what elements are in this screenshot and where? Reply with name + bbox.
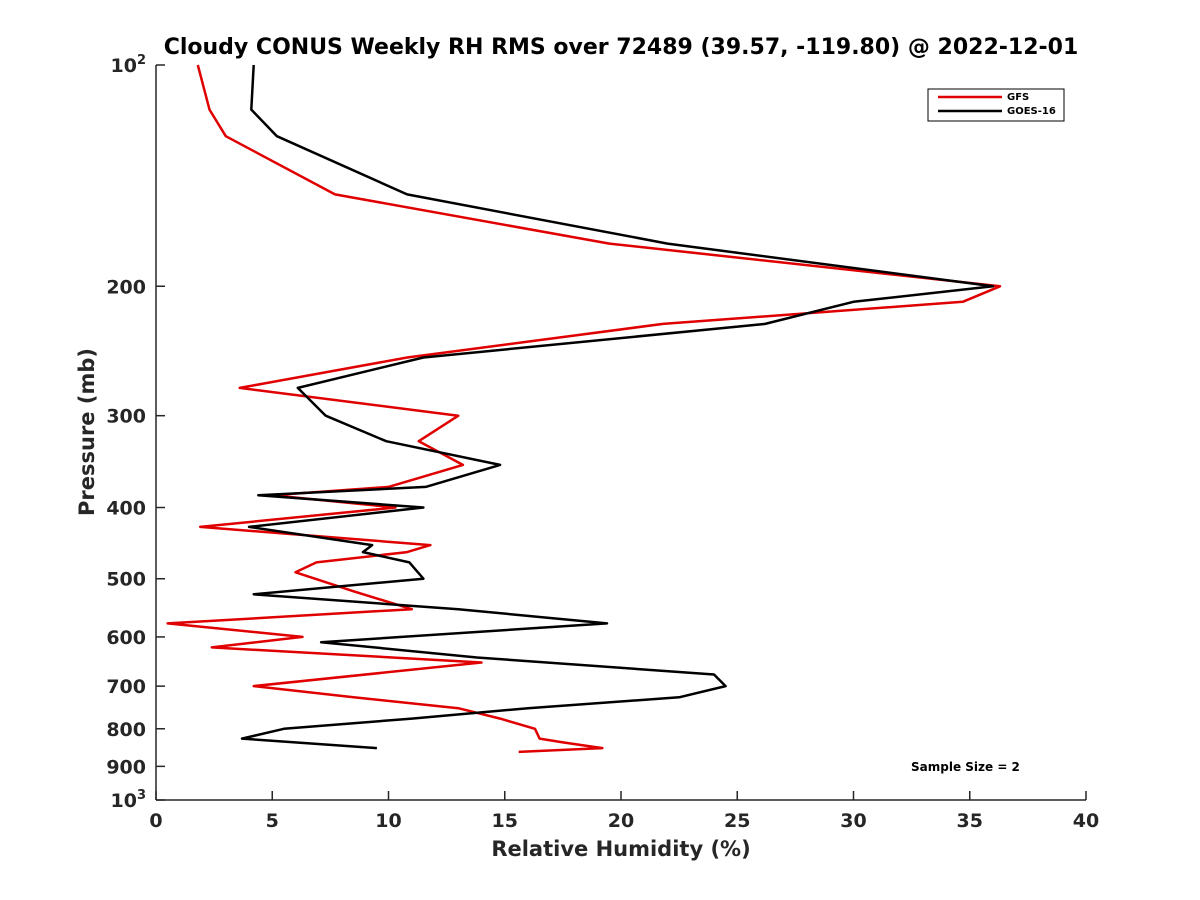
y-tick-label-power: 103 <box>111 788 147 812</box>
series-layer <box>166 64 1002 754</box>
x-tick-label: 20 <box>608 810 634 832</box>
chart-title: Cloudy CONUS Weekly RH RMS over 72489 (3… <box>164 35 1079 60</box>
x-tick-label: 0 <box>149 810 162 832</box>
series-line-gfs <box>166 64 1002 754</box>
y-axis-label: Pressure (mb) <box>75 348 99 516</box>
series-line-goes-16 <box>240 64 995 750</box>
legend-box <box>927 88 1065 122</box>
plot-area: 0 5 10 15 20 25 30 35 40 200 300 400 500 600 700 800 90… <box>106 53 1099 832</box>
y-tick-label: 800 <box>106 719 146 741</box>
y-tick-label: 600 <box>106 627 146 649</box>
x-axis-label: Relative Humidity (%) <box>491 837 750 861</box>
legend-label-goes16: GOES-16 <box>1007 106 1056 117</box>
x-tick-label: 10 <box>375 810 401 832</box>
sample-size-annotation: Sample Size = 2 <box>911 760 1020 774</box>
legend: GFS GOES-16 <box>927 88 1065 122</box>
y-tick-label: 200 <box>106 276 146 298</box>
x-tick-label: 30 <box>840 810 866 832</box>
x-tick-label: 5 <box>266 810 279 832</box>
y-tick-label: 900 <box>106 756 146 778</box>
y-tick-label-power: 102 <box>111 53 147 77</box>
y-tick-label: 500 <box>106 569 146 591</box>
x-tick-label: 35 <box>957 810 983 832</box>
y-ticks: 200 300 400 500 600 700 800 900 102 103 <box>106 53 165 812</box>
x-tick-label: 25 <box>724 810 750 832</box>
x-ticks: 0 5 10 15 20 25 30 35 40 <box>149 791 1099 832</box>
y-tick-label: 300 <box>106 406 146 428</box>
y-tick-label: 700 <box>106 676 146 698</box>
legend-label-gfs: GFS <box>1007 92 1029 103</box>
x-tick-label: 15 <box>492 810 518 832</box>
x-tick-label: 40 <box>1073 810 1099 832</box>
y-tick-label: 400 <box>106 498 146 520</box>
